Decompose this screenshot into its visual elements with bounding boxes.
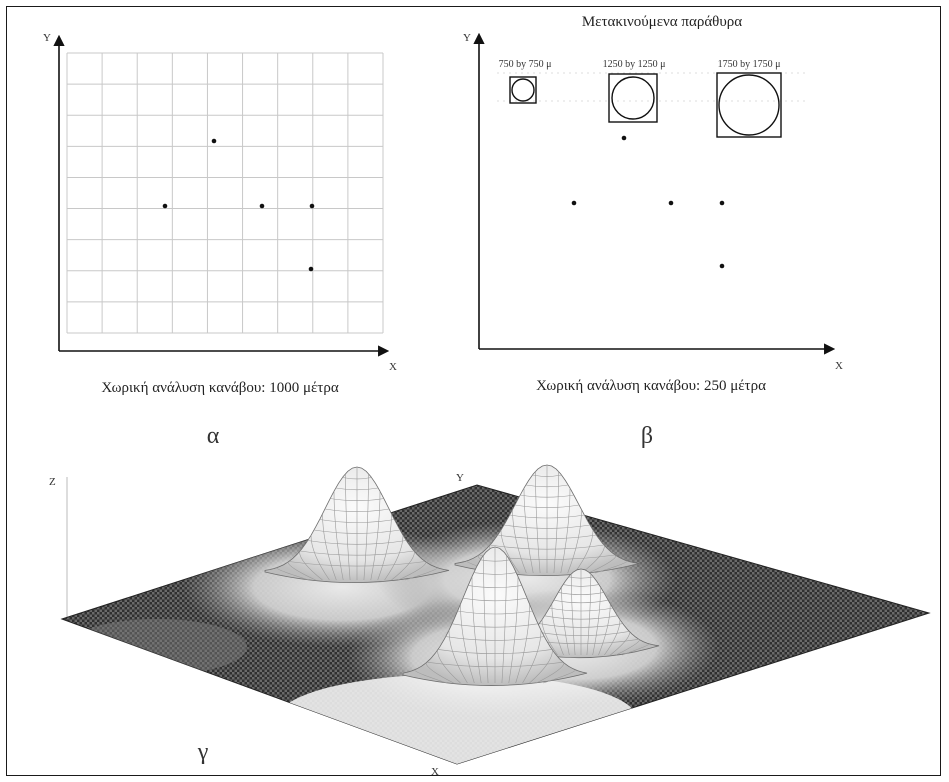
panel-c-letter: γ [197,739,209,765]
hill-foot [807,517,927,577]
panel-a-point [308,266,314,272]
panel-b-letter: β [641,423,653,449]
panel-b-point [621,135,627,141]
panel-a-point [259,203,265,209]
window-750: 750 by 750 μ [499,59,552,104]
panel-a-caption: Χωρική ανάλυση κανάβου: 1000 μέτρα [101,380,339,396]
window-1750-label: 1750 by 1750 μ [718,59,781,70]
panel-a-y-label: Y [43,32,51,44]
panel-b-caption: Χωρική ανάλυση κανάβου: 250 μέτρα [536,378,766,394]
panel-c: Z Y X X [49,464,931,776]
panel-a-grid [66,52,384,334]
panel-c-y-label: Y [456,472,464,484]
figure-frame: Y X Χωρική ανάλυση κανάβου: 1000 μέτρα α… [6,6,941,776]
panel-b: Μετακινούμενα παράθυρα Y X 750 by 750 μ … [463,14,843,449]
window-1250-label: 1250 by 1250 μ [603,59,666,70]
panel-b-point [719,263,725,269]
panel-b-y-label: Y [463,32,471,44]
panel-a: Y X Χωρική ανάλυση κανάβου: 1000 μέτρα α [43,32,397,449]
surface-peak [264,466,450,583]
panel-a-point [309,203,315,209]
panel-b-point [668,200,674,206]
panel-c-z-label: Z [49,476,56,488]
panel-b-x-label: X [835,360,843,372]
panel-b-point [571,200,577,206]
panel-a-x-label: X [389,361,397,373]
panel-a-point [211,138,217,144]
window-1250: 1250 by 1250 μ [603,59,666,123]
hill-foot [67,619,247,675]
surface-peaks [264,464,660,686]
hill-foot [277,674,637,764]
surface-peak [402,546,588,686]
panel-b-title: Μετακινούμενα παράθυρα [582,14,742,30]
panel-b-point [719,200,725,206]
panel-a-point [162,203,168,209]
window-1750: 1750 by 1750 μ [716,59,782,138]
figure-canvas: Y X Χωρική ανάλυση κανάβου: 1000 μέτρα α… [43,14,931,776]
window-750-label: 750 by 750 μ [499,59,552,70]
panel-a-letter: α [207,423,220,449]
panel-c-x-label-front: X [431,766,439,776]
